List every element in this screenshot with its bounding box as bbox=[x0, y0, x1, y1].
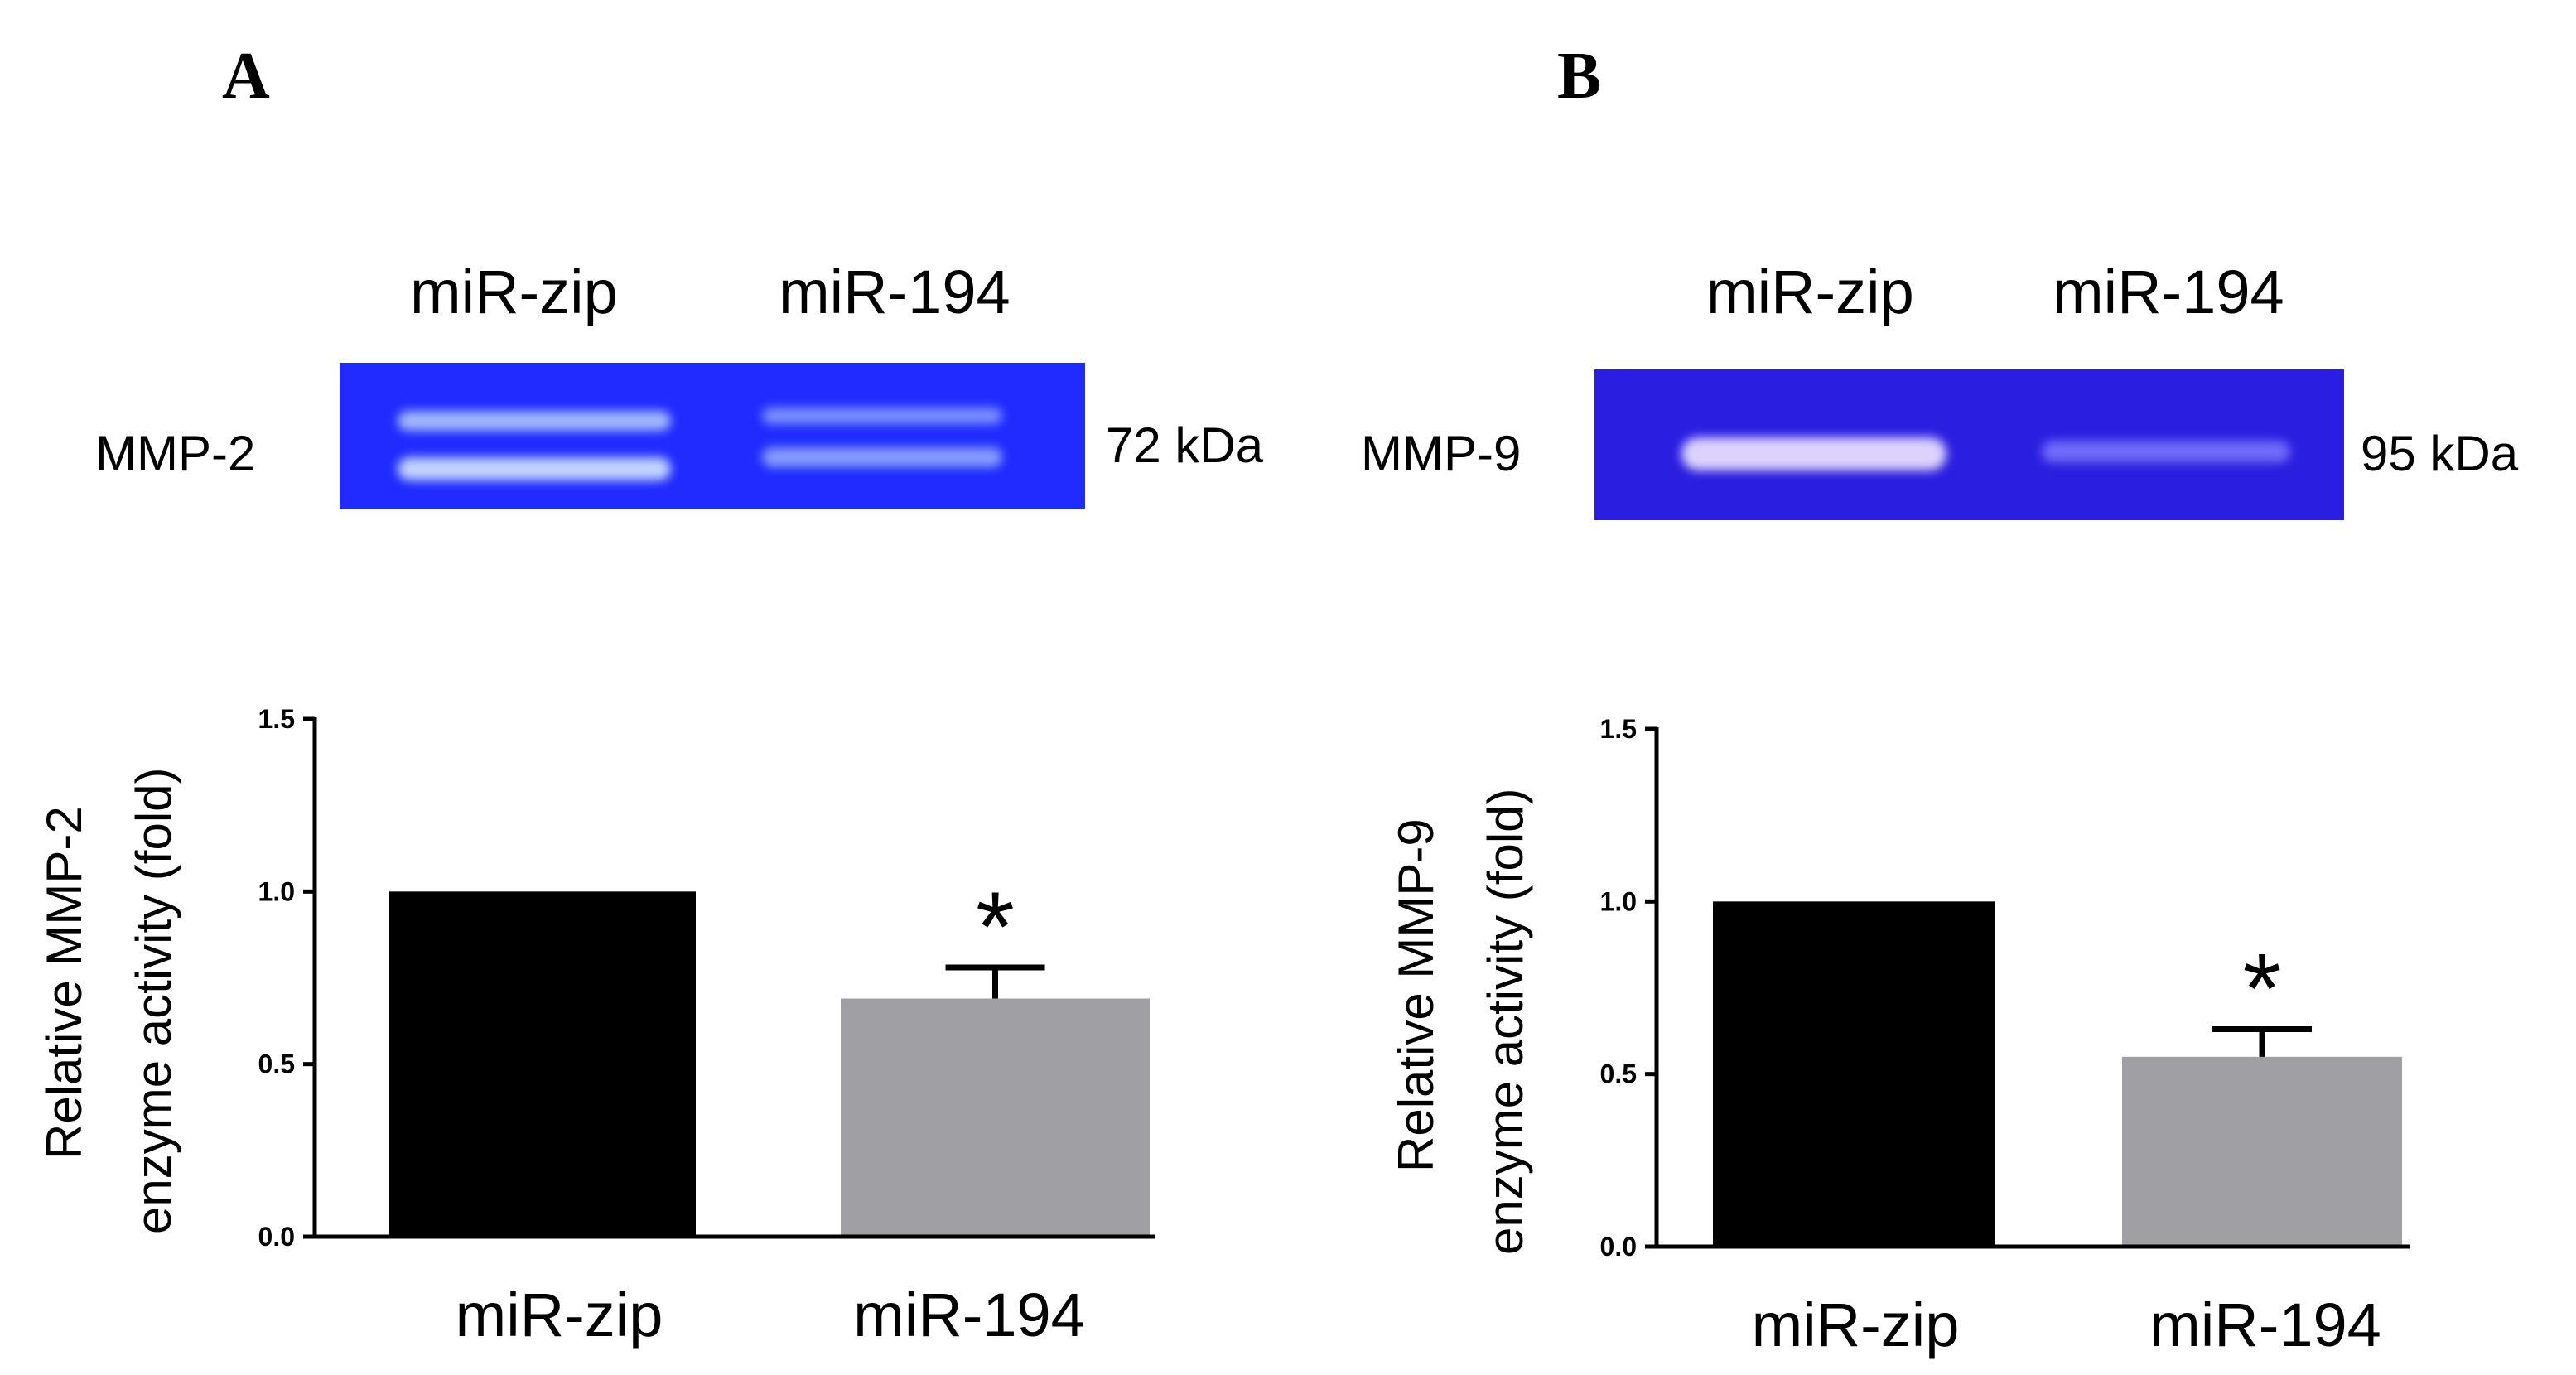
gel-a-bands bbox=[398, 408, 1002, 480]
chart-b-ylabel-line1: Relative MMP-9 bbox=[1388, 818, 1444, 1172]
gel-b-protein-label: MMP-9 bbox=[1361, 426, 1521, 481]
significance-194: * bbox=[2243, 934, 2282, 1045]
gel-a-band-zip-lower bbox=[398, 457, 671, 480]
gel-a-size-label: 72 kDa bbox=[1106, 417, 1264, 473]
gel-b-lane-label-zip: miR-zip bbox=[1706, 258, 1914, 326]
category-label-zip: miR-zip bbox=[1752, 1291, 1960, 1359]
y-tick-label: 0.5 bbox=[1600, 1059, 1637, 1089]
bar-194 bbox=[841, 998, 1150, 1237]
bar-zip bbox=[1713, 901, 1995, 1247]
gel-b-band-zip bbox=[1681, 437, 1946, 470]
chart-b-ylabel-line2: enzyme activity (fold) bbox=[1478, 789, 1533, 1256]
bar-zip bbox=[389, 891, 696, 1237]
chart-a-plot: miR-zip * miR-194 0.0 0.5 1.0 1.5 bbox=[258, 704, 1155, 1349]
significance-194: * bbox=[976, 871, 1015, 982]
gel-a-band-194-upper bbox=[762, 408, 1002, 424]
panel-letter-b: B bbox=[1557, 40, 1601, 113]
chart-a-ylabel-line1: Relative MMP-2 bbox=[36, 806, 92, 1160]
y-tick-label: 1.5 bbox=[258, 704, 295, 734]
category-label-zip: miR-zip bbox=[456, 1281, 663, 1349]
gel-b-band-194 bbox=[2042, 441, 2290, 462]
y-tick-label: 1.5 bbox=[1600, 714, 1637, 744]
gel-a-background bbox=[340, 363, 1085, 509]
gel-b: miR-zip miR-194 MMP-9 95 kDa bbox=[1361, 258, 2519, 520]
gel-b-lane-label-194: miR-194 bbox=[2053, 258, 2284, 326]
y-tick-label: 0.5 bbox=[258, 1049, 295, 1079]
gel-a-lane-label-194: miR-194 bbox=[779, 258, 1011, 326]
gel-a: miR-zip miR-194 MMP-2 72 kDa bbox=[95, 258, 1264, 509]
gel-a-protein-label: MMP-2 bbox=[95, 426, 255, 481]
gel-b-bands bbox=[1681, 437, 2290, 470]
gel-a-band-zip-upper bbox=[398, 411, 671, 431]
panel-a: A miR-zip miR-194 MMP-2 72 kDa Relative … bbox=[36, 40, 1264, 1349]
y-tick-label: 1.0 bbox=[1600, 886, 1637, 916]
gel-a-lane-label-zip: miR-zip bbox=[410, 258, 618, 326]
gel-a-band-194-lower bbox=[762, 447, 1002, 467]
chart-b-plot: miR-zip * miR-194 0.0 0.5 1.0 1.5 bbox=[1600, 714, 2410, 1359]
gel-b-size-label: 95 kDa bbox=[2361, 426, 2519, 481]
chart-a-ylabel-line2: enzyme activity (fold) bbox=[126, 768, 181, 1235]
panel-letter-a: A bbox=[222, 40, 270, 113]
y-tick-label: 1.0 bbox=[258, 876, 295, 906]
category-label-194: miR-194 bbox=[853, 1281, 1085, 1349]
y-tick-label: 0.0 bbox=[1600, 1232, 1637, 1262]
category-label-194: miR-194 bbox=[2149, 1291, 2381, 1359]
bar-194 bbox=[2122, 1056, 2402, 1247]
panel-b: B miR-zip miR-194 MMP-9 95 kDa Relative … bbox=[1361, 40, 2519, 1359]
y-tick-label: 0.0 bbox=[258, 1222, 295, 1252]
